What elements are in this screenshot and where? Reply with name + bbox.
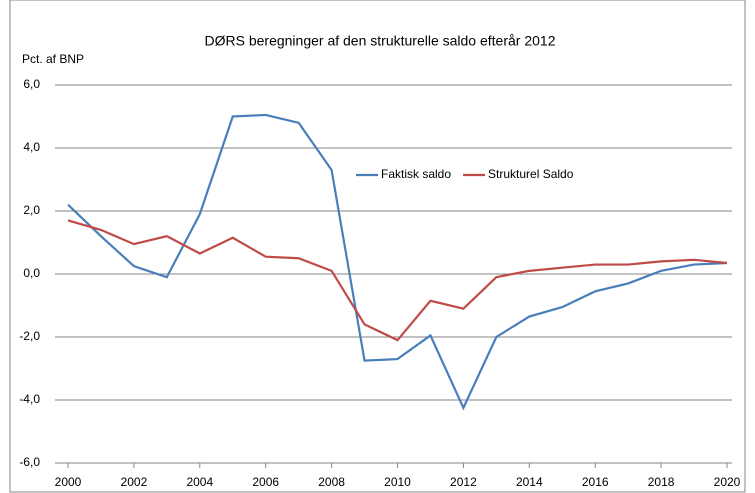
- y-tick-label: -6,0: [19, 455, 40, 469]
- y-tick-label: 0,0: [23, 266, 40, 280]
- x-tick-label: 2006: [252, 475, 279, 489]
- x-tick-label: 2008: [318, 475, 345, 489]
- y-tick-label: 4,0: [23, 140, 40, 154]
- x-tick-label: 2018: [648, 475, 675, 489]
- x-tick-label: 2012: [450, 475, 477, 489]
- y-tick-label: -2,0: [19, 329, 40, 343]
- y-tick-label: 2,0: [23, 203, 40, 217]
- y-tick-label: 6,0: [23, 77, 40, 91]
- legend-label: Strukturel Saldo: [488, 167, 574, 181]
- x-tick-label: 2002: [121, 475, 148, 489]
- series-line: [67, 113, 728, 411]
- x-tick-label: 2004: [186, 475, 213, 489]
- x-tick-label: 2014: [516, 475, 543, 489]
- x-tick-label: 2016: [582, 475, 609, 489]
- series-line: [67, 219, 728, 342]
- x-tick-label: 2020: [714, 475, 741, 489]
- legend-label: Faktisk saldo: [381, 167, 451, 181]
- y-axis-label: Pct. af BNP: [22, 52, 84, 66]
- chart-frame: [9, 0, 746, 493]
- y-tick-label: -4,0: [19, 392, 40, 406]
- x-tick-label: 2010: [384, 475, 411, 489]
- x-tick-label: 2000: [55, 475, 82, 489]
- chart-title: DØRS beregninger af den strukturelle sal…: [205, 33, 556, 49]
